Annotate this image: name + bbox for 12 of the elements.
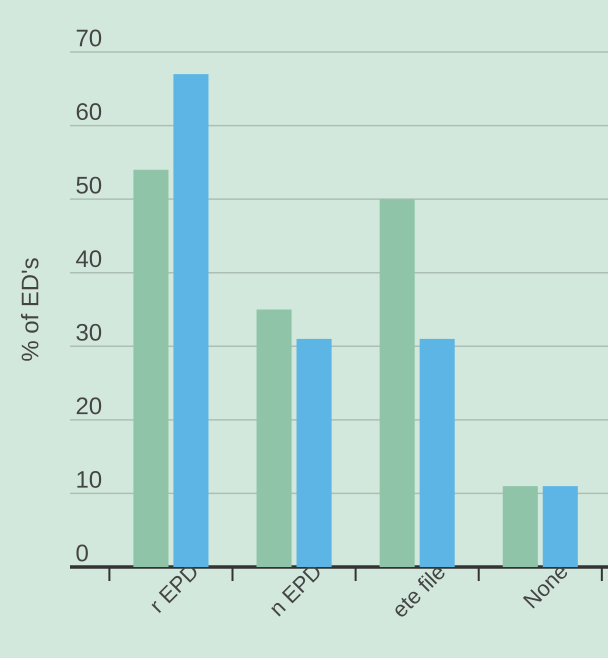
y-tick-label: 60 xyxy=(76,103,102,120)
y-tick-label: 0 xyxy=(76,544,88,562)
y-tick-label: 40 xyxy=(76,250,102,268)
y-tick-label: 50 xyxy=(76,176,102,194)
x-tick-label: n EPD xyxy=(271,566,320,616)
y-tick-label: 30 xyxy=(76,324,102,341)
y-axis-title: % of ED's xyxy=(21,258,39,361)
x-tick-label: ete file xyxy=(396,568,445,616)
y-tick-label: 20 xyxy=(76,397,102,414)
y-tick-label: 70 xyxy=(76,30,102,46)
x-tick-label: r EPD xyxy=(152,566,196,613)
y-tick-label: 10 xyxy=(77,470,102,488)
